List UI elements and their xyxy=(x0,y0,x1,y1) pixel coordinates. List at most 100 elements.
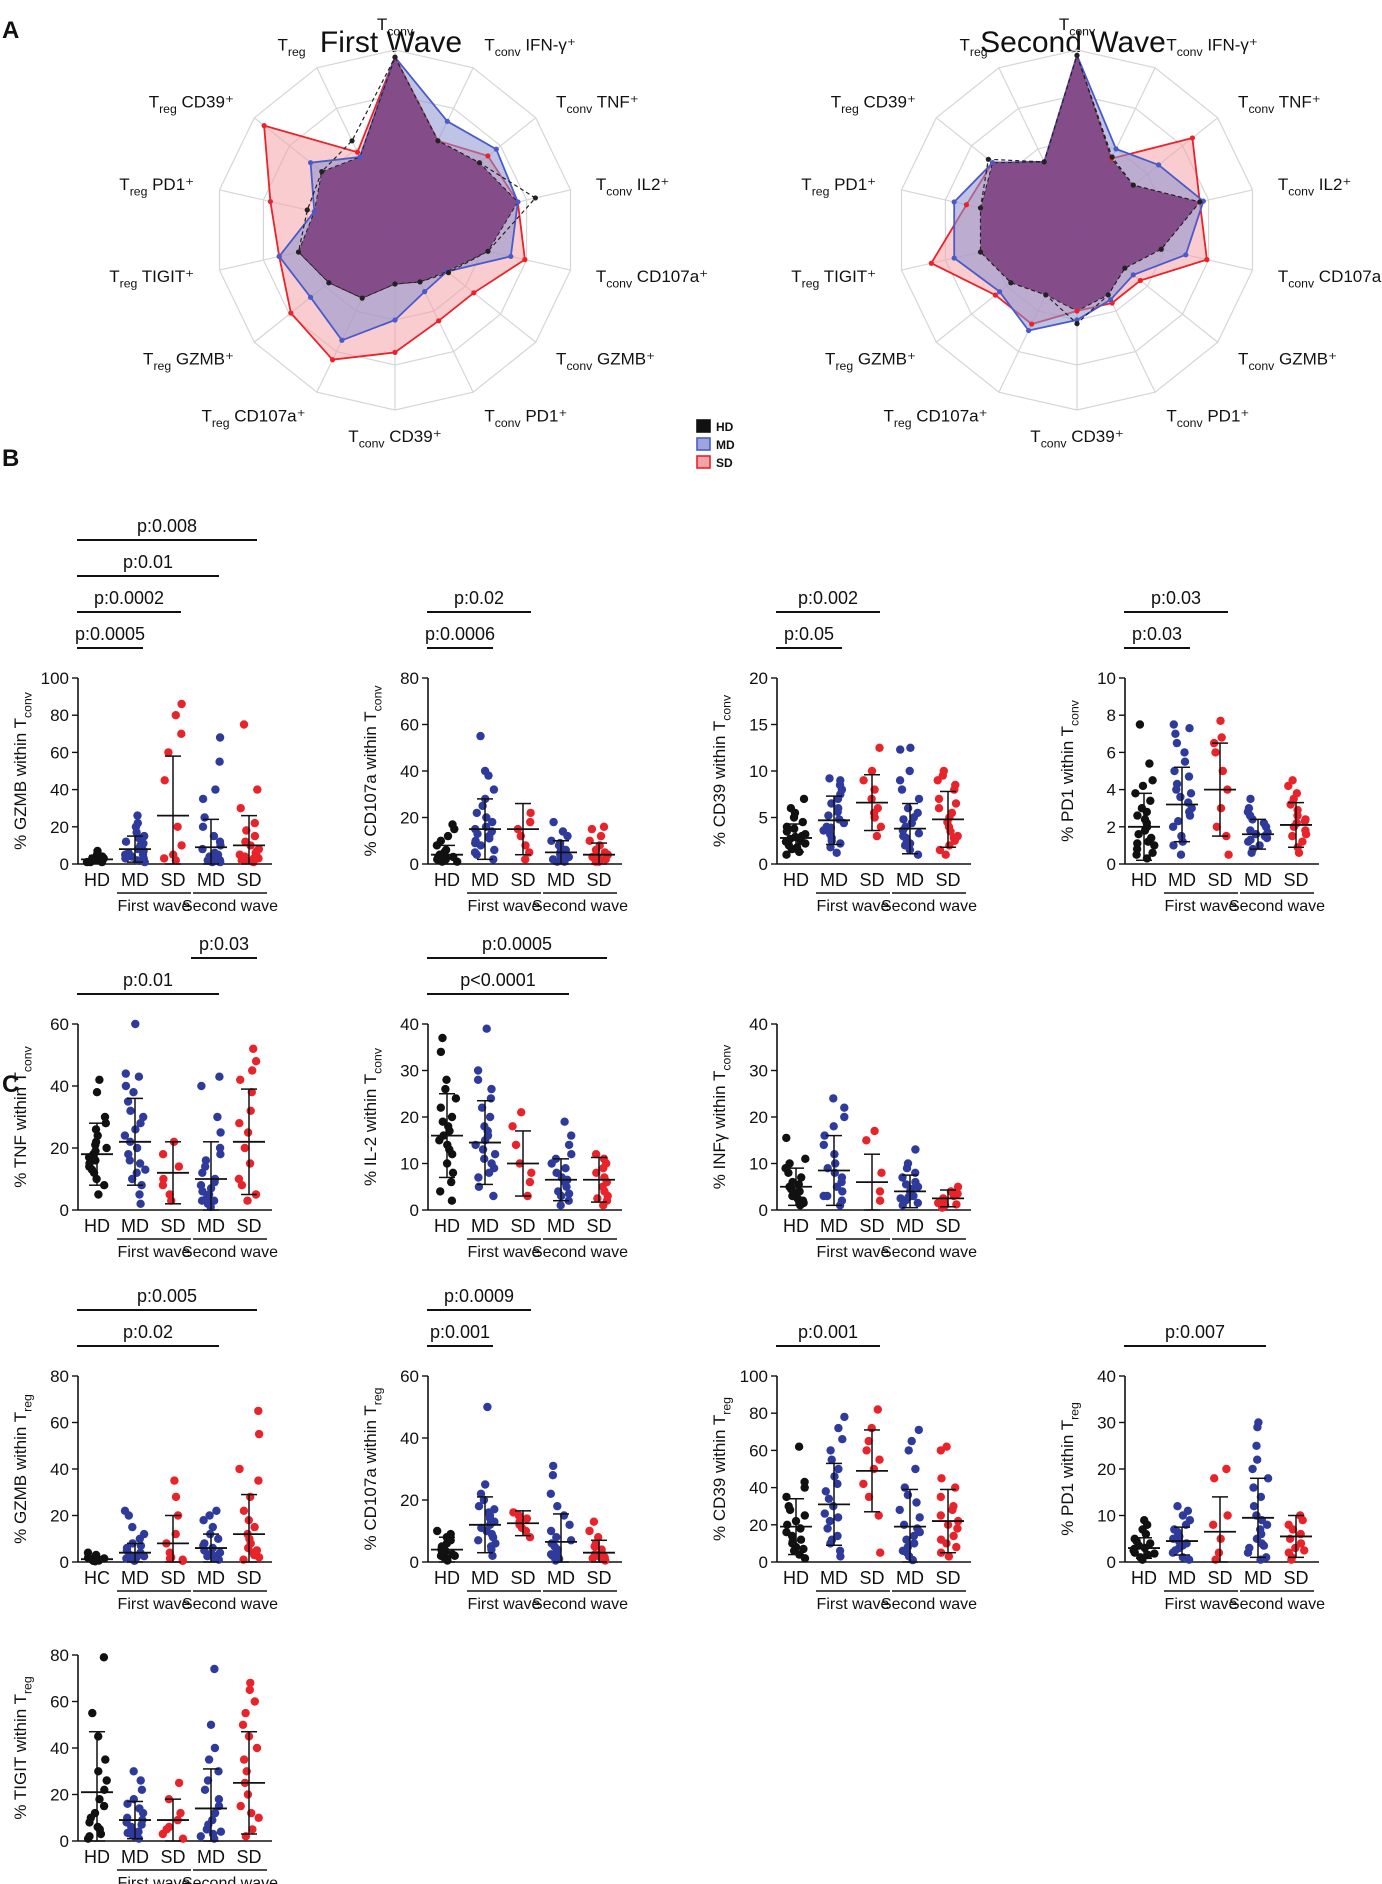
data-point-hd xyxy=(1146,1539,1155,1548)
data-point-md xyxy=(1249,1502,1259,1511)
data-point-hd xyxy=(433,1526,442,1536)
y-axis-label: % IL-2 within Tconv xyxy=(361,1047,384,1186)
data-point-md xyxy=(216,1128,225,1137)
wave-label-second: Second wave xyxy=(881,1244,977,1261)
wave-label-second: Second wave xyxy=(182,898,278,915)
x-tick-label: MD xyxy=(547,870,575,890)
radar-point-sd xyxy=(329,357,336,363)
data-point-hd xyxy=(436,1047,446,1057)
y-tick-label: 40 xyxy=(749,1479,768,1498)
dot-plot-11: 0 10 20 30 40 % PD1 within Treg HD MD SD MD SD Firs… xyxy=(1058,1322,1325,1613)
radar-axis-label: Treg CD39⁺ xyxy=(149,93,234,116)
radar-point-sd xyxy=(1204,257,1210,263)
data-point-hd xyxy=(795,1187,804,1196)
radar-point-hd xyxy=(985,156,991,162)
radar-point-hd xyxy=(392,54,398,60)
data-point-md xyxy=(208,1815,217,1825)
data-point-sd xyxy=(160,776,169,785)
data-point-hd xyxy=(93,846,102,856)
data-point-md xyxy=(210,1743,220,1753)
data-point-md xyxy=(824,811,833,820)
wave-label-second: Second wave xyxy=(182,1244,278,1261)
y-tick-label: 0 xyxy=(60,855,69,874)
legend-label-hd: HD xyxy=(716,420,734,434)
x-tick-label: SD xyxy=(586,870,611,890)
data-point-md xyxy=(485,1112,495,1122)
y-tick-label: 0 xyxy=(759,1201,768,1220)
data-point-md xyxy=(913,1524,922,1533)
data-point-hd xyxy=(1146,796,1155,805)
data-point-md xyxy=(567,1150,576,1159)
data-point-sd xyxy=(953,1189,962,1198)
data-point-sd xyxy=(249,1044,258,1054)
data-point-md xyxy=(486,1542,496,1551)
data-point-md xyxy=(911,1177,920,1187)
data-point-md xyxy=(200,813,209,822)
p-value-label: p:0.02 xyxy=(454,588,504,608)
data-point-sd xyxy=(525,1177,535,1187)
data-point-md xyxy=(1184,798,1193,807)
data-point-sd xyxy=(1211,748,1220,757)
data-point-sd xyxy=(864,1492,874,1502)
data-point-md xyxy=(1168,822,1178,831)
data-point-md xyxy=(905,766,914,776)
data-point-sd xyxy=(1293,805,1302,815)
x-tick-label: HD xyxy=(434,1568,460,1588)
data-point-hd xyxy=(794,1195,804,1205)
wave-label-second: Second wave xyxy=(1229,898,1325,915)
data-point-md xyxy=(206,1720,216,1730)
radar-axis-label: Tconv PD1⁺ xyxy=(484,407,567,430)
radar-point-sd xyxy=(485,153,491,159)
data-point-md xyxy=(216,1827,226,1836)
data-point-sd xyxy=(876,1548,885,1557)
data-point-sd xyxy=(253,785,262,794)
data-point-md xyxy=(1184,772,1194,781)
data-point-sd xyxy=(875,1455,884,1464)
radar-point-hd xyxy=(1130,182,1136,188)
x-tick-label: HD xyxy=(434,1216,460,1236)
x-tick-label: MD xyxy=(896,870,924,890)
x-tick-label: MD xyxy=(121,1847,149,1867)
data-point-sd xyxy=(511,1140,521,1150)
data-point-md xyxy=(911,1145,920,1154)
radar-axis-label: Tconv CD107a⁺ xyxy=(596,267,708,290)
radar-point-md xyxy=(989,160,996,166)
radar-axis-label: Tconv GZMB⁺ xyxy=(556,349,655,372)
radar-title: First Wave xyxy=(320,26,462,59)
y-tick-label: 20 xyxy=(50,818,69,837)
x-tick-label: HD xyxy=(84,1847,110,1867)
radar-point-hd xyxy=(476,160,483,166)
p-value-label: p:0.0005 xyxy=(482,934,552,954)
x-tick-label: SD xyxy=(510,1568,535,1588)
data-point-md xyxy=(215,1143,225,1153)
y-tick-label: 0 xyxy=(410,1201,419,1220)
data-point-sd xyxy=(243,1196,252,1205)
radar-point-md xyxy=(307,160,314,166)
wave-label-second: Second wave xyxy=(881,898,977,915)
data-point-sd xyxy=(165,1554,175,1563)
data-point-hd xyxy=(1148,848,1157,857)
data-point-hd xyxy=(1135,720,1145,729)
radar-point-md xyxy=(1074,317,1080,323)
data-point-md xyxy=(126,1106,135,1116)
data-point-hd xyxy=(1143,1550,1153,1560)
data-point-md xyxy=(136,1776,145,1785)
data-point-md xyxy=(215,1548,225,1557)
data-point-hd xyxy=(441,1084,450,1094)
x-tick-label: MD xyxy=(547,1216,575,1236)
data-point-md xyxy=(1180,757,1190,766)
radar-point-hd xyxy=(435,138,441,144)
data-point-sd xyxy=(864,1436,873,1446)
data-point-sd xyxy=(953,1524,962,1533)
radar-point-hd xyxy=(532,195,538,201)
data-point-sd xyxy=(591,1150,601,1159)
data-point-sd xyxy=(593,1194,602,1203)
data-point-md xyxy=(477,1523,486,1533)
data-point-sd xyxy=(934,804,944,813)
radar-axis-label: Tconv IFN-γ⁺ xyxy=(484,35,575,58)
data-point-md xyxy=(562,852,572,862)
data-point-md xyxy=(821,1487,830,1496)
data-point-hd xyxy=(446,1529,455,1539)
data-point-sd xyxy=(951,799,961,808)
